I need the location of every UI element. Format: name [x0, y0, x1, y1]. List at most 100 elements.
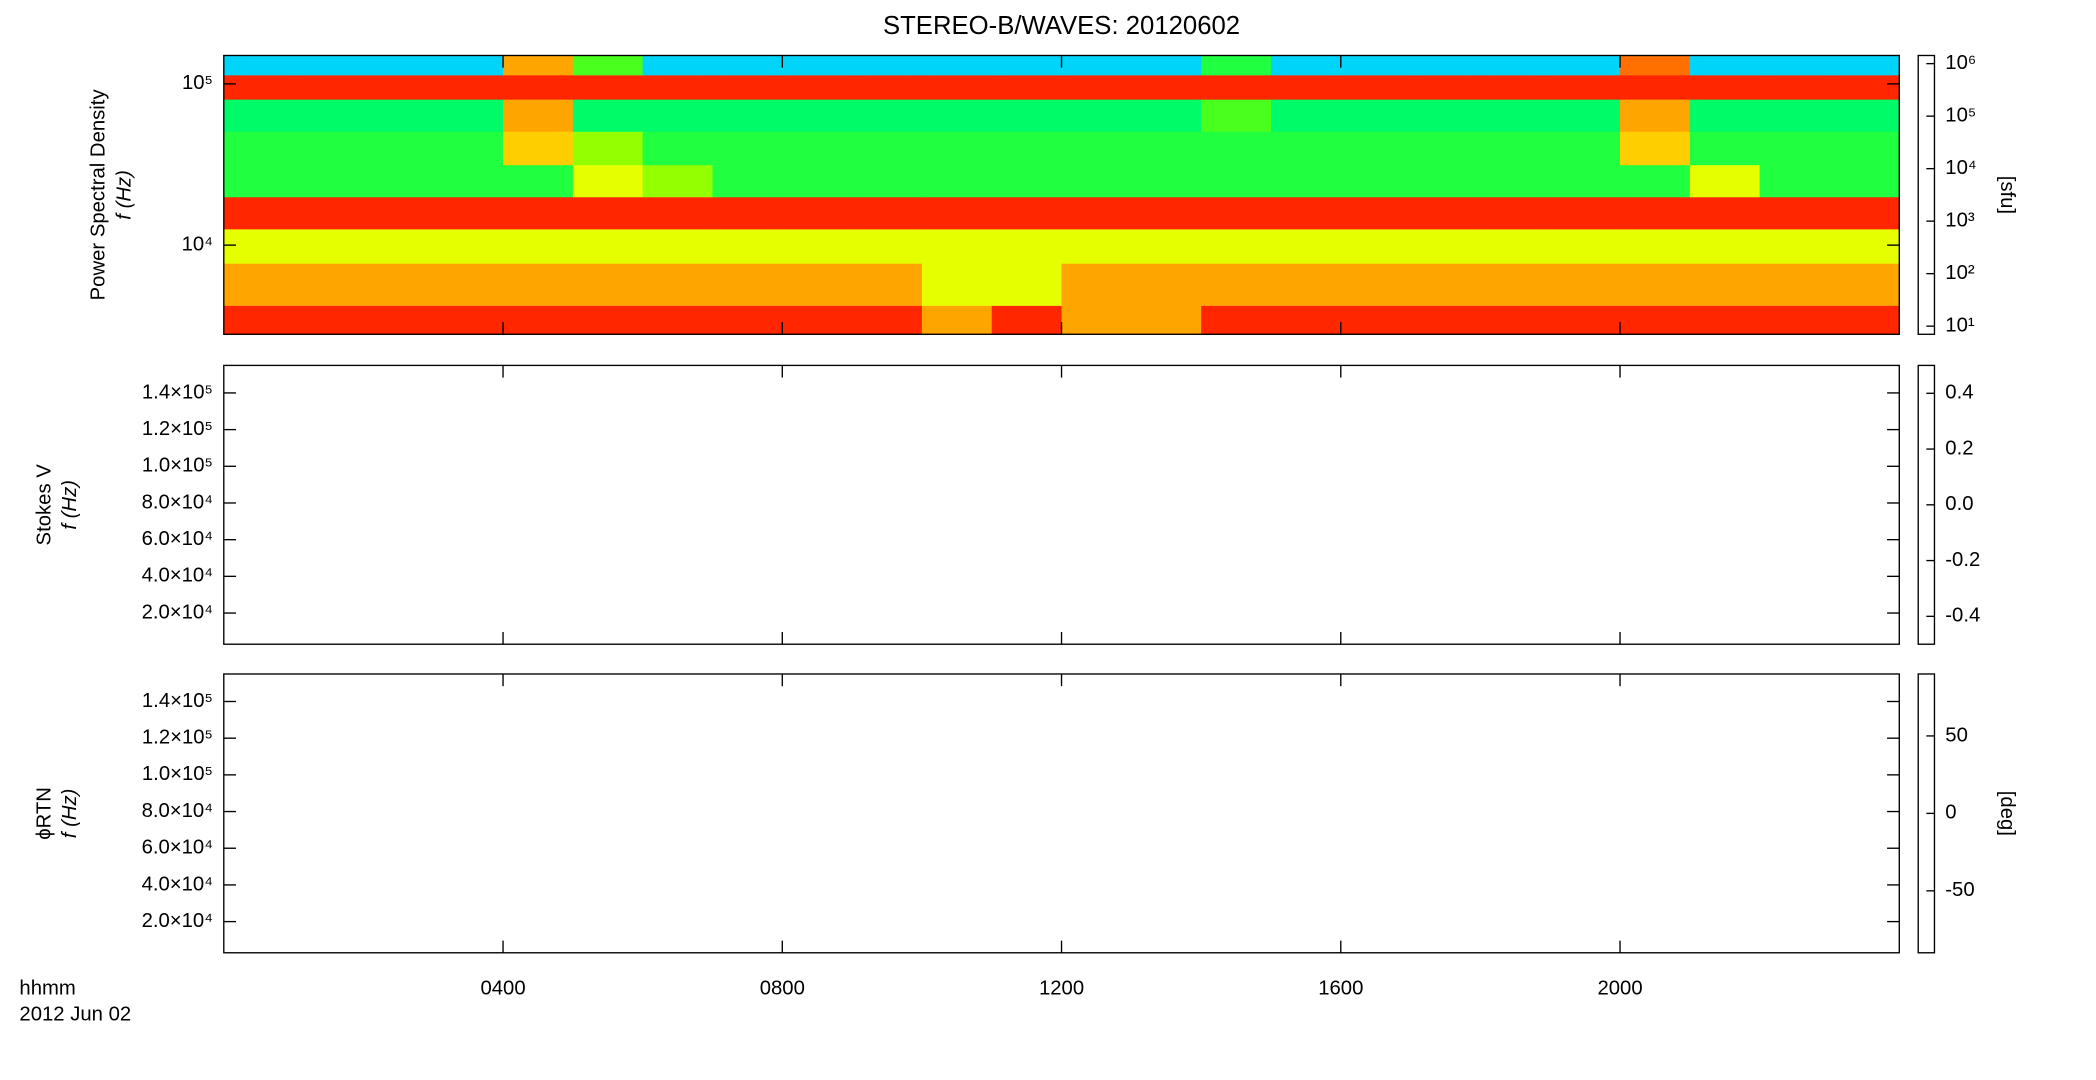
spectrogram-cell: [1759, 228, 1831, 264]
x-axis-label: 2012 Jun 02: [19, 1003, 131, 1025]
spectrogram-cell: [503, 74, 574, 100]
colorbar-tick-label: 50: [1945, 724, 1968, 746]
spectrogram-cell: [1340, 228, 1412, 264]
y-tick-label: 1.4×10⁵: [142, 381, 213, 403]
spectrogram-cell: [223, 228, 295, 264]
spectrogram-cell: [572, 98, 644, 132]
spectrogram-cell: [1550, 196, 1621, 230]
y-tick-label: 10⁵: [182, 72, 213, 94]
colorbar-tick-label: -50: [1945, 879, 1974, 901]
spectrogram-cell: [1689, 98, 1761, 132]
plot-frame: [223, 673, 1900, 954]
spectrogram-cell: [293, 196, 365, 230]
spectrogram-cell: [1480, 55, 1551, 76]
spectrogram-cell: [1131, 131, 1202, 166]
spectrogram-cell: [782, 98, 853, 132]
spectrogram-cell: [503, 164, 574, 198]
spectrogram-cell: [572, 74, 644, 100]
spectrogram-cell: [1620, 164, 1691, 198]
spectrogram-cell: [433, 305, 504, 335]
spectrogram-cell: [223, 263, 295, 306]
spectrogram-cell: [572, 263, 644, 306]
colorbar-tick-label: 10³: [1945, 210, 1975, 232]
spectrogram-cell: [642, 74, 714, 100]
spectrogram-cell: [852, 228, 923, 264]
colorbar-label: [deg]: [1996, 791, 2018, 836]
spectrogram-cell: [1620, 196, 1691, 230]
spectrogram-cell: [1829, 164, 1900, 198]
spectrogram-cell: [921, 228, 993, 264]
y-tick-label: 6.0×10⁴: [142, 837, 213, 859]
x-tick-label: 2000: [1597, 978, 1642, 1000]
spectrogram-cell: [1270, 131, 1342, 166]
spectrogram-cell: [921, 131, 993, 166]
spectrogram-cell: [712, 228, 783, 264]
y-tick-label: 6.0×10⁴: [142, 528, 213, 550]
spectrogram-cell: [1270, 55, 1342, 76]
spectrogram-cell: [363, 131, 434, 166]
spectrogram-cell: [1550, 263, 1621, 306]
spectrogram-cell: [293, 131, 365, 166]
spectrogram-cell: [1480, 196, 1551, 230]
spectrogram-cell: [572, 131, 644, 166]
spectrogram-cell: [1410, 263, 1482, 306]
spectrogram-cell: [1550, 164, 1621, 198]
y-axis-label: f (Hz): [59, 480, 81, 530]
y-axis-label: Power Spectral Density: [88, 89, 110, 301]
spectrogram-cell: [1201, 228, 1272, 264]
spectrogram-cell: [991, 164, 1063, 198]
spectrogram-cell: [1410, 55, 1482, 76]
colorbar-tick-label: 0.0: [1945, 493, 1973, 515]
spectrogram-cell: [921, 263, 993, 306]
spectrogram-cell: [782, 196, 853, 230]
chart-title: STEREO-B/WAVES: 20120602: [883, 12, 1240, 40]
spectrogram-cell: [1270, 305, 1342, 335]
spectrogram-cell: [1061, 228, 1133, 264]
spectrogram-cell: [712, 74, 783, 100]
spectrogram-cell: [1201, 305, 1272, 335]
spectrogram-cell: [1201, 164, 1272, 198]
spectrogram-cell: [1340, 74, 1412, 100]
spectrogram-cell: [1270, 98, 1342, 132]
spectrogram-cell: [223, 305, 295, 335]
spectrogram-cell: [991, 263, 1063, 306]
spectrogram-cell: [1480, 74, 1551, 100]
y-tick-label: 1.2×10⁵: [142, 727, 213, 749]
spectrogram-cell: [1620, 305, 1691, 335]
spectrogram-cell: [1480, 263, 1551, 306]
spectrogram-cell: [433, 228, 504, 264]
spectrogram-cell: [852, 263, 923, 306]
y-tick-label: 8.0×10⁴: [142, 491, 213, 513]
spectrogram-cell: [503, 263, 574, 306]
spectrogram-cell: [503, 98, 574, 132]
spectrogram-cell: [712, 305, 783, 335]
spectrogram-cells: [223, 55, 1900, 335]
spectrogram-cell: [1689, 131, 1761, 166]
spectrogram-cell: [1829, 228, 1900, 264]
colorbar-tick-label: 10²: [1945, 262, 1975, 284]
spectrogram-cell: [782, 55, 853, 76]
spectrogram-cell: [782, 131, 853, 166]
spectrogram-cell: [1340, 263, 1412, 306]
spectrogram-cell: [921, 305, 993, 335]
spectrogram-cell: [503, 196, 574, 230]
spectrogram-cell: [1829, 196, 1900, 230]
colorbar-label: [sfu]: [1996, 176, 2018, 214]
spectrogram-cell: [1829, 263, 1900, 306]
x-tick-label: 1200: [1039, 978, 1084, 1000]
plot-frame: [223, 364, 1900, 645]
spectrogram-cell: [572, 55, 644, 76]
spectrogram-cell: [363, 305, 434, 335]
spectrogram-cell: [782, 164, 853, 198]
spectrogram-cell: [782, 263, 853, 306]
spectrogram-cell: [1550, 228, 1621, 264]
spectrogram-cell: [1689, 196, 1761, 230]
y-tick-label: 8.0×10⁴: [142, 800, 213, 822]
spectrogram-cell: [1410, 74, 1482, 100]
spectrogram-cell: [1131, 98, 1202, 132]
spectrogram-cell: [642, 98, 714, 132]
spectrogram-cell: [991, 228, 1063, 264]
spectrogram-cell: [1410, 305, 1482, 335]
spectrogram-cell: [223, 164, 295, 198]
spectrogram-cell: [1270, 164, 1342, 198]
